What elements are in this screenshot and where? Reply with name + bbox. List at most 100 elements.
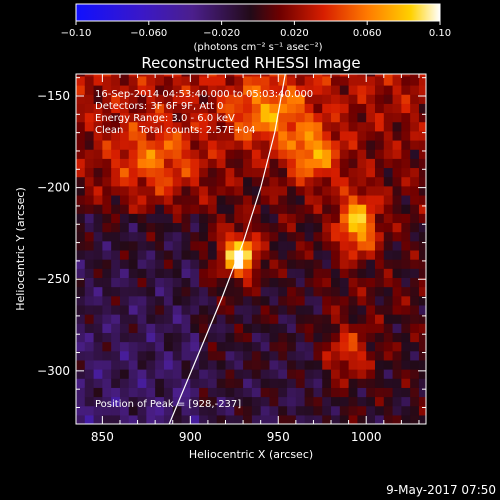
heatmap-cell (339, 74, 350, 77)
heatmap-cell (155, 323, 165, 333)
heatmap-cell (137, 249, 147, 260)
heatmap-cell (322, 194, 332, 205)
heatmap-cell (207, 74, 218, 77)
heatmap-cell (111, 204, 121, 214)
heatmap-cell (93, 194, 103, 205)
heatmap-cell (199, 387, 209, 398)
heatmap-cell (401, 378, 411, 388)
heatmap-cell (392, 94, 402, 104)
heatmap-cell (331, 304, 341, 315)
heatmap-cell (128, 268, 139, 278)
heatmap-cell (410, 369, 420, 379)
heatmap-cell (251, 314, 262, 324)
heatmap-cell (207, 213, 218, 224)
heatmap-cell (243, 359, 253, 370)
heatmap-cell (383, 84, 394, 95)
heatmap-cell (357, 112, 367, 123)
heatmap-cell (260, 112, 271, 123)
heatmap-cell (137, 405, 147, 416)
heatmap-cell (269, 167, 279, 178)
heatmap-cell (401, 130, 411, 141)
heatmap-cell (392, 295, 402, 306)
heatmap-cell (401, 323, 411, 333)
heatmap-cell (128, 75, 139, 86)
heatmap-cell (374, 176, 385, 187)
heatmap-cell (243, 332, 253, 343)
heatmap-cell (172, 185, 183, 196)
colorbar (75, 3, 441, 22)
heatmap-cell (278, 304, 288, 315)
heatmap-cell (137, 277, 147, 288)
colorbar-tick-label: −0.060 (130, 28, 167, 39)
heatmap-cell (225, 74, 235, 77)
heatmap-cell (93, 323, 103, 333)
heatmap-cell (146, 359, 156, 370)
heatmap-cell (313, 185, 323, 196)
heatmap-cell (76, 323, 86, 333)
heatmap-cell (234, 139, 244, 150)
heatmap-cell (374, 121, 385, 132)
heatmap-cell (163, 341, 174, 352)
heatmap-cell (243, 167, 253, 178)
heatmap-cell (392, 231, 402, 242)
heatmap-cell (331, 139, 341, 150)
heatmap-cell (287, 231, 297, 242)
heatmap-cell (181, 387, 191, 398)
heatmap-cell (287, 130, 297, 141)
heatmap-cell (190, 130, 200, 141)
heatmap-cell (304, 176, 315, 187)
heatmap-cell (313, 414, 323, 424)
heatmap-cell (225, 94, 235, 104)
heatmap-cell (269, 350, 279, 361)
heatmap-cell (119, 332, 130, 343)
heatmap-cell (392, 112, 402, 123)
heatmap-cell (190, 387, 200, 398)
heatmap-cell (111, 396, 121, 407)
heatmap-cell (418, 396, 426, 407)
heatmap-cell (392, 304, 402, 315)
heatmap-cell (225, 194, 235, 205)
heatmap-cell (322, 149, 332, 159)
heatmap-cell (260, 94, 271, 104)
heatmap-cell (137, 185, 147, 196)
heatmap-cell (278, 75, 288, 86)
heatmap-cell (339, 332, 350, 343)
heatmap-cell (410, 185, 420, 196)
heatmap-cell (207, 240, 218, 251)
heatmap-cell (322, 341, 332, 352)
heatmap-cell (295, 295, 306, 306)
heatmap-cell (137, 332, 147, 343)
heatmap-cell (111, 213, 121, 224)
heatmap-cell (234, 268, 244, 278)
heatmap-cell (322, 84, 332, 95)
heatmap-cell (295, 167, 306, 178)
heatmap-cell (181, 286, 191, 297)
heatmap-cell (278, 350, 288, 361)
heatmap-cell (295, 240, 306, 251)
heatmap-cell (155, 75, 165, 86)
heatmap-cell (93, 396, 103, 407)
heatmap-cell (251, 204, 262, 214)
heatmap-cell (128, 84, 139, 95)
heatmap-cell (216, 231, 227, 242)
heatmap-cell (119, 387, 130, 398)
heatmap-cell (119, 176, 130, 187)
heatmap-cell (163, 231, 174, 242)
heatmap-cell (128, 396, 139, 407)
heatmap-cell (374, 350, 385, 361)
heatmap-cell (374, 396, 385, 407)
heatmap-cell (128, 121, 139, 132)
heatmap-cell (304, 350, 315, 361)
heatmap-cell (348, 213, 358, 224)
heatmap-cell (339, 286, 350, 297)
heatmap-cell (216, 112, 227, 123)
heatmap-cell (357, 323, 367, 333)
heatmap-cell (304, 158, 315, 169)
heatmap-cell (190, 213, 200, 224)
heatmap-cell (418, 167, 426, 178)
heatmap-cell (348, 121, 358, 132)
heatmap-cell (313, 103, 323, 114)
heatmap-cell (251, 341, 262, 352)
heatmap-cell (374, 359, 385, 370)
heatmap-cell (93, 387, 103, 398)
